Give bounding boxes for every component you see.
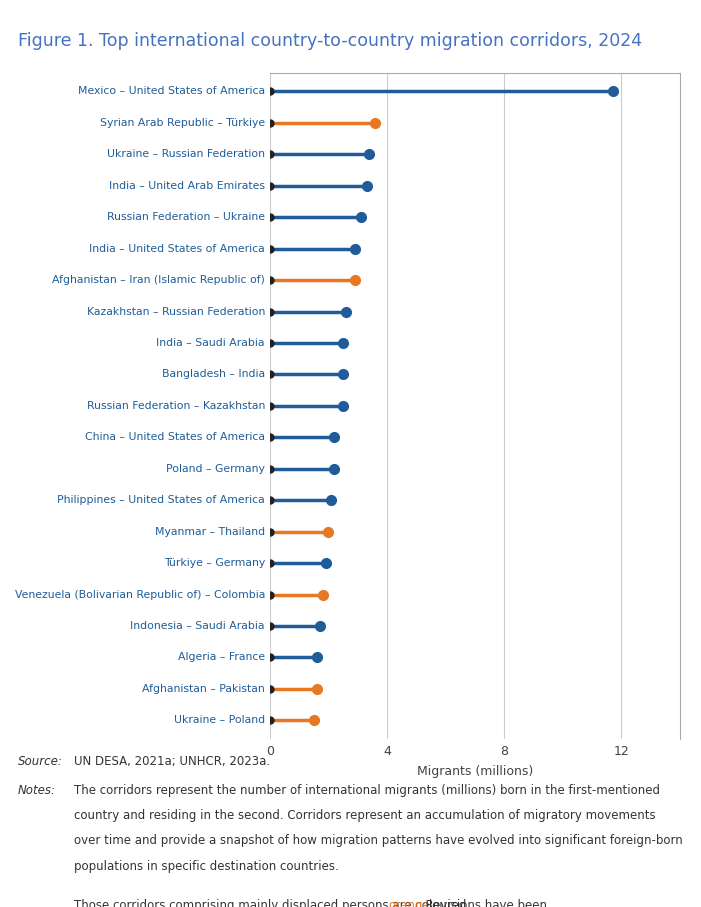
Text: Russian Federation – Ukraine: Russian Federation – Ukraine	[107, 212, 265, 222]
Text: India – United Arab Emirates: India – United Arab Emirates	[109, 180, 265, 190]
Text: Russian Federation – Kazakhstan: Russian Federation – Kazakhstan	[87, 401, 265, 411]
Text: Notes:: Notes:	[18, 784, 55, 796]
Text: Afghanistan – Iran (Islamic Republic of): Afghanistan – Iran (Islamic Republic of)	[52, 275, 265, 285]
Text: Philippines – United States of America: Philippines – United States of America	[57, 495, 265, 505]
Text: Venezuela (Bolivarian Republic of) – Colombia: Venezuela (Bolivarian Republic of) – Col…	[15, 590, 265, 600]
Text: Afghanistan – Pakistan: Afghanistan – Pakistan	[142, 684, 265, 694]
Text: Ukraine – Poland: Ukraine – Poland	[174, 716, 265, 726]
Text: orange: orange	[389, 899, 430, 907]
Text: Türkiye – Germany: Türkiye – Germany	[164, 558, 265, 568]
Text: Poland – Germany: Poland – Germany	[166, 463, 265, 473]
Text: Bangladesh – India: Bangladesh – India	[162, 369, 265, 379]
Text: India – United States of America: India – United States of America	[89, 244, 265, 254]
Text: . Revisions have been: . Revisions have been	[418, 899, 547, 907]
Text: UN DESA, 2021a; UNHCR, 2023a.: UN DESA, 2021a; UNHCR, 2023a.	[74, 755, 270, 767]
Text: populations in specific destination countries.: populations in specific destination coun…	[74, 860, 339, 873]
Text: China – United States of America: China – United States of America	[85, 433, 265, 443]
Text: Indonesia – Saudi Arabia: Indonesia – Saudi Arabia	[130, 621, 265, 631]
X-axis label: Migrants (millions): Migrants (millions)	[417, 765, 533, 777]
Text: country and residing in the second. Corridors represent an accumulation of migra: country and residing in the second. Corr…	[74, 809, 655, 822]
Text: Source:: Source:	[18, 755, 62, 767]
Text: Those corridors comprising mainly displaced persons are coloured: Those corridors comprising mainly displa…	[74, 899, 470, 907]
Text: Mexico – United States of America: Mexico – United States of America	[78, 86, 265, 96]
Text: The corridors represent the number of international migrants (millions) born in : The corridors represent the number of in…	[74, 784, 660, 796]
Text: Ukraine – Russian Federation: Ukraine – Russian Federation	[107, 150, 265, 160]
Text: Syrian Arab Republic – Türkiye: Syrian Arab Republic – Türkiye	[100, 118, 265, 128]
Text: Myanmar – Thailand: Myanmar – Thailand	[155, 527, 265, 537]
Text: Algeria – France: Algeria – France	[178, 652, 265, 662]
Text: India – Saudi Arabia: India – Saudi Arabia	[156, 338, 265, 348]
Text: Figure 1. Top international country-to-country migration corridors, 2024: Figure 1. Top international country-to-c…	[18, 32, 641, 50]
Text: over time and provide a snapshot of how migration patterns have evolved into sig: over time and provide a snapshot of how …	[74, 834, 682, 847]
Text: Kazakhstan – Russian Federation: Kazakhstan – Russian Federation	[87, 307, 265, 317]
